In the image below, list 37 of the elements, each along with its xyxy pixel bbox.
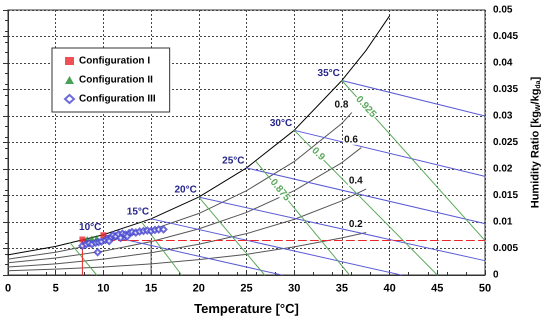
x-tick-label: 20 xyxy=(192,282,205,294)
y-tick-label: 0.035 xyxy=(493,84,518,95)
x-tick-label: 35 xyxy=(336,282,348,294)
x-tick-label: 25 xyxy=(240,282,253,294)
x-tick-label: 0 xyxy=(4,282,12,294)
annotation: 30°C xyxy=(270,118,292,129)
annotation: 25°C xyxy=(222,155,244,166)
y-tick-label: 0.005 xyxy=(493,243,518,254)
y-tick-label: 0 xyxy=(493,270,499,280)
annotation: 10°C xyxy=(79,222,102,234)
x-tick-label: 5 xyxy=(52,282,59,294)
x-tick-label: 50 xyxy=(478,282,492,294)
legend-label: Configuration I xyxy=(79,56,150,66)
legend-label: Configuration II xyxy=(79,74,154,86)
x-tick-label: 10 xyxy=(97,282,110,294)
annotation: 20°C xyxy=(174,184,197,196)
y-tick-label: 0.05 xyxy=(493,4,513,16)
legend-label: Configuration III xyxy=(79,94,156,104)
y-tick-label: 0.03 xyxy=(493,110,513,122)
annotation: 35°C xyxy=(318,68,340,79)
y-tick-label: 0.025 xyxy=(493,137,518,148)
x-tick-label: 40 xyxy=(383,282,396,294)
annotation: 0.9 xyxy=(309,145,328,164)
x-tick-label: 45 xyxy=(431,282,444,294)
x-axis-title: Temperature [°C] xyxy=(194,301,299,316)
x-tick-label: 15 xyxy=(144,282,158,294)
annotation: 0.6 xyxy=(344,134,358,146)
x-tick-label: 30 xyxy=(288,282,300,294)
y-tick-label: 0.045 xyxy=(493,31,518,42)
y-tick-label: 0.015 xyxy=(493,190,518,201)
annotation: 0.4 xyxy=(348,176,364,187)
y-tick-label: 0.01 xyxy=(493,216,513,228)
annotation: 0.2 xyxy=(348,219,364,230)
y-tick-label: 0.04 xyxy=(493,58,513,68)
y-tick-label: 0.02 xyxy=(493,164,513,174)
annotation: 0.8 xyxy=(334,99,349,110)
annotation: 15°C xyxy=(126,206,150,218)
